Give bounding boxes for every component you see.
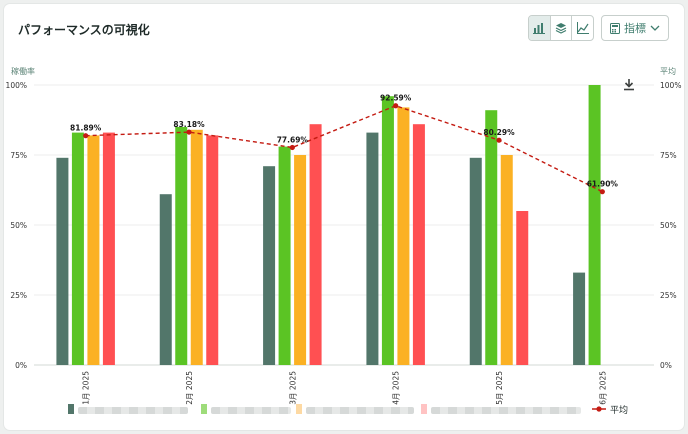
bar <box>469 157 482 365</box>
average-line-path <box>85 105 603 193</box>
average-line: 81.89% 83.18% 77.69% 92.59% 80.29% 61.90% <box>70 94 618 195</box>
bar <box>485 110 498 365</box>
line-chart-icon <box>576 22 589 34</box>
x-tick-label: 5月 2025 <box>495 371 504 405</box>
page-title: パフォーマンスの可視化 <box>18 23 150 37</box>
chart-canvas: 81.89% 83.18% 77.69% 92.59% 80.29% 61.90% 稼働率… <box>6 66 682 405</box>
download-icon[interactable] <box>624 79 634 91</box>
y-axis-title-right: 平均 <box>660 66 676 76</box>
legend-item[interactable] <box>421 404 583 414</box>
line-view-button[interactable] <box>572 16 593 40</box>
y-axis-title-left: 稼働率 <box>11 66 35 76</box>
stack-icon <box>555 23 567 34</box>
bar <box>190 129 203 365</box>
bar <box>516 211 529 365</box>
x-tick-label: 3月 2025 <box>288 371 297 405</box>
bar <box>71 132 84 365</box>
bar <box>159 194 172 365</box>
chart-card: パフォーマンスの可視化 <box>4 4 684 430</box>
average-legend-marker <box>592 406 606 412</box>
legend-item[interactable] <box>296 404 418 414</box>
y-tick-label-right: 50% <box>660 221 677 230</box>
bar <box>263 166 276 365</box>
y-tick-label-left: 25% <box>10 291 27 300</box>
bar <box>500 155 513 365</box>
bar <box>294 155 307 365</box>
bar <box>397 107 410 366</box>
bar <box>573 272 586 365</box>
average-point <box>83 133 89 139</box>
y-tick-label-left: 50% <box>10 221 27 230</box>
average-data-label: 81.89% <box>70 124 102 133</box>
y-tick-label-right: 100% <box>660 81 681 90</box>
bar <box>87 135 100 365</box>
metric-dropdown[interactable]: 指標 <box>601 15 669 41</box>
bar-view-button[interactable] <box>529 16 551 40</box>
y-tick-label-right: 0% <box>660 361 672 370</box>
bar <box>206 135 219 365</box>
y-tick-label-right: 75% <box>660 151 677 160</box>
average-point <box>599 189 605 195</box>
bar <box>366 132 379 365</box>
chart-legend: 平均 <box>68 402 668 416</box>
average-data-label: 83.18% <box>173 120 205 129</box>
average-point <box>186 129 192 135</box>
calculator-icon <box>610 22 620 34</box>
bar <box>102 132 115 365</box>
metric-dropdown-label: 指標 <box>624 22 646 35</box>
y-tick-label-right: 25% <box>660 291 677 300</box>
bar <box>412 124 425 365</box>
average-data-label: 80.29% <box>483 128 515 137</box>
legend-item-average[interactable]: 平均 <box>592 402 628 416</box>
average-point <box>289 144 295 151</box>
bar <box>56 157 69 365</box>
x-tick-label: 1月 2025 <box>82 371 91 405</box>
bar <box>588 85 601 365</box>
x-tick-label: 2月 2025 <box>185 371 194 405</box>
x-tick-label: 6月 2025 <box>598 371 607 405</box>
chart-bars <box>56 85 601 366</box>
legend-item[interactable] <box>68 404 198 414</box>
chart-grid <box>34 84 654 366</box>
legend-average-label: 平均 <box>610 405 629 416</box>
bar <box>309 124 322 365</box>
chart-view-toggle <box>528 15 594 41</box>
bar-chart-icon <box>533 23 546 34</box>
stacked-view-button[interactable] <box>551 16 573 40</box>
x-tick-label: 4月 2025 <box>392 371 401 405</box>
y-tick-label-left: 100% <box>6 81 27 90</box>
legend-item[interactable] <box>201 404 293 414</box>
bar <box>278 146 291 365</box>
average-data-label: 77.69% <box>277 135 309 144</box>
bar <box>175 127 188 365</box>
average-data-label: 92.59% <box>380 94 412 103</box>
average-point <box>496 137 502 143</box>
average-data-label: 61.90% <box>587 180 619 189</box>
bar <box>381 96 394 365</box>
y-tick-label-left: 75% <box>10 151 27 160</box>
average-point <box>393 103 399 109</box>
chart-axes: 稼働率 平均 0% 0% 25% 25% 50% 50% 75% 75% 100% 100% 1月 20… <box>6 66 682 405</box>
y-tick-label-left: 0% <box>15 361 27 370</box>
chevron-down-icon <box>650 25 660 31</box>
